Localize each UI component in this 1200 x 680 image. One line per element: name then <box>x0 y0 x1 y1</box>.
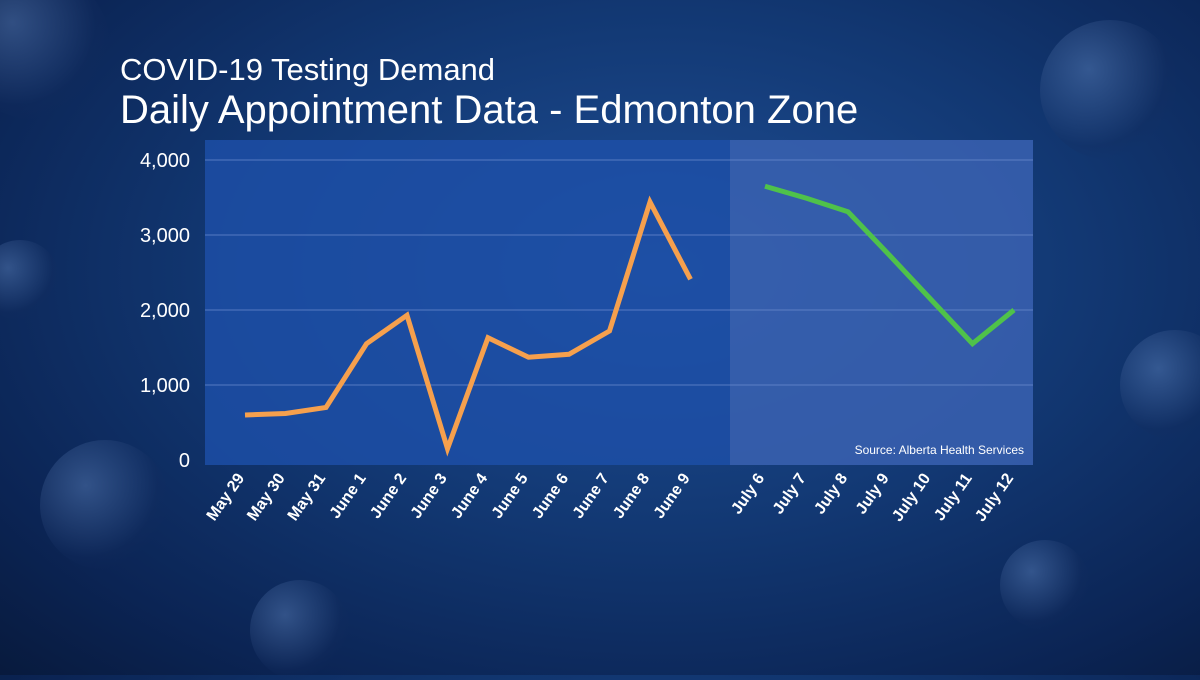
x-tick-label: July 11 <box>931 470 976 524</box>
x-tick-label: June 5 <box>489 470 532 521</box>
y-tick-label: 1,000 <box>140 375 190 397</box>
x-tick-label: July 7 <box>770 470 810 517</box>
x-tick-label: June 8 <box>610 470 653 521</box>
y-tick-label: 3,000 <box>140 225 190 247</box>
x-tick-label: July 12 <box>972 470 1017 524</box>
y-tick-label: 0 <box>179 450 190 472</box>
x-tick-label: May 29 <box>204 470 249 524</box>
x-tick-label: July 6 <box>728 470 768 517</box>
x-tick-label: May 31 <box>285 470 330 524</box>
x-tick-label: June 6 <box>529 470 572 521</box>
y-axis-ticks: 4,000 3,000 2,000 1,000 0 <box>140 150 190 472</box>
plot-area-left <box>205 140 730 465</box>
x-tick-label: June 7 <box>570 470 613 521</box>
x-tick-label: June 4 <box>448 470 491 521</box>
x-tick-label: June 3 <box>408 470 451 521</box>
x-tick-label: June 1 <box>327 470 370 521</box>
y-tick-label: 2,000 <box>140 300 190 322</box>
x-tick-label: June 9 <box>651 470 694 521</box>
y-tick-label: 4,000 <box>140 150 190 172</box>
x-tick-label: July 8 <box>811 470 851 517</box>
x-tick-label: May 30 <box>244 470 289 524</box>
x-tick-label: June 2 <box>367 470 410 521</box>
x-tick-label: July 9 <box>853 470 893 517</box>
x-tick-label: July 10 <box>889 470 934 524</box>
source-note: Source: Alberta Health Services <box>855 443 1024 457</box>
